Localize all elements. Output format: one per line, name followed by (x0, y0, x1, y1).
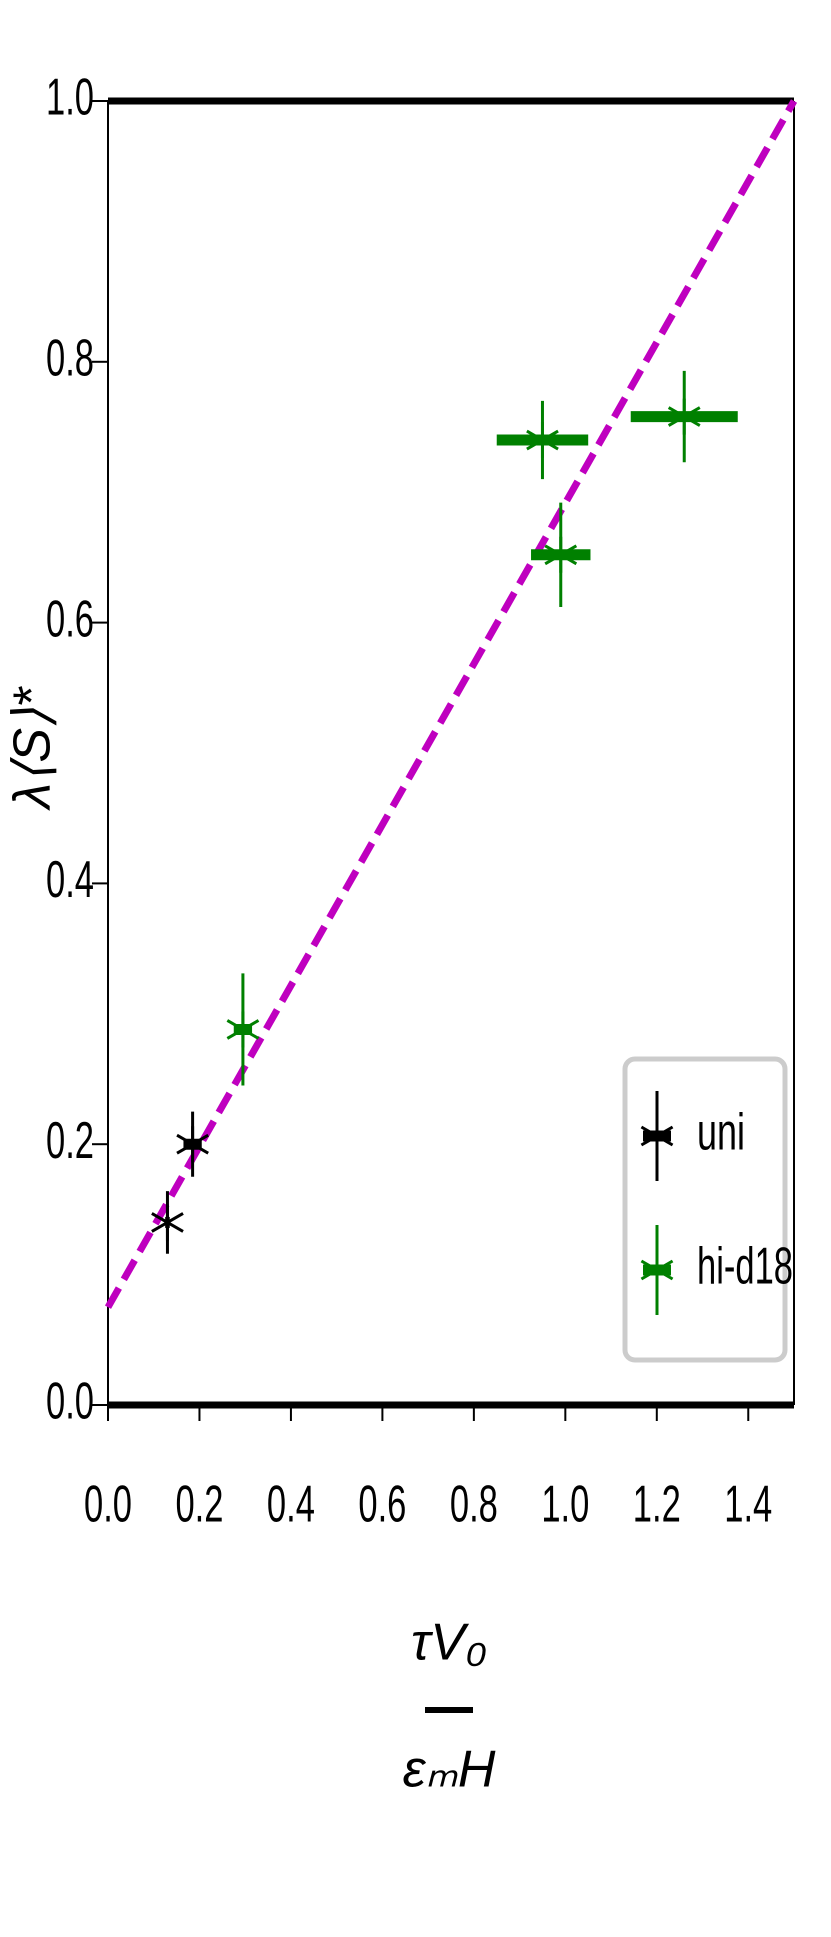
x-tick-label: 0.8 (450, 1476, 498, 1534)
x-axis-label-numerator: τV₀ (411, 1614, 487, 1672)
y-tick-label: 0.4 (46, 851, 94, 909)
y-tick-label: 0.2 (46, 1112, 94, 1170)
legend-label: uni (697, 1104, 745, 1162)
marker (226, 1011, 260, 1048)
marker (544, 536, 578, 573)
legend-swatch (640, 1118, 674, 1154)
marker (667, 398, 701, 435)
y-tick-label: 1.0 (46, 69, 94, 127)
x-tick-label: 1.2 (633, 1476, 681, 1534)
x-tick-label: 0.2 (175, 1476, 223, 1534)
y-tick-label: 0.8 (46, 330, 94, 388)
x-tick-label: 1.4 (724, 1476, 772, 1534)
fit-line (104, 99, 798, 1309)
legend-label: hi-d18 (697, 1238, 793, 1296)
y-tick-label: 0.6 (46, 590, 94, 648)
y-tick-label: 0.0 (46, 1373, 94, 1431)
marker (151, 1204, 184, 1241)
legend-swatch (640, 1252, 674, 1288)
x-axis-label-denominator: εₘH (403, 1741, 496, 1799)
x-tick-label: 0.0 (84, 1476, 132, 1534)
marker (526, 422, 559, 459)
y-axis-label: λ⟨S⟩* (4, 686, 62, 812)
x-tick-label: 0.4 (267, 1476, 315, 1534)
marker (176, 1126, 209, 1163)
x-tick-label: 1.0 (541, 1476, 589, 1534)
x-tick-label: 0.6 (358, 1476, 406, 1534)
